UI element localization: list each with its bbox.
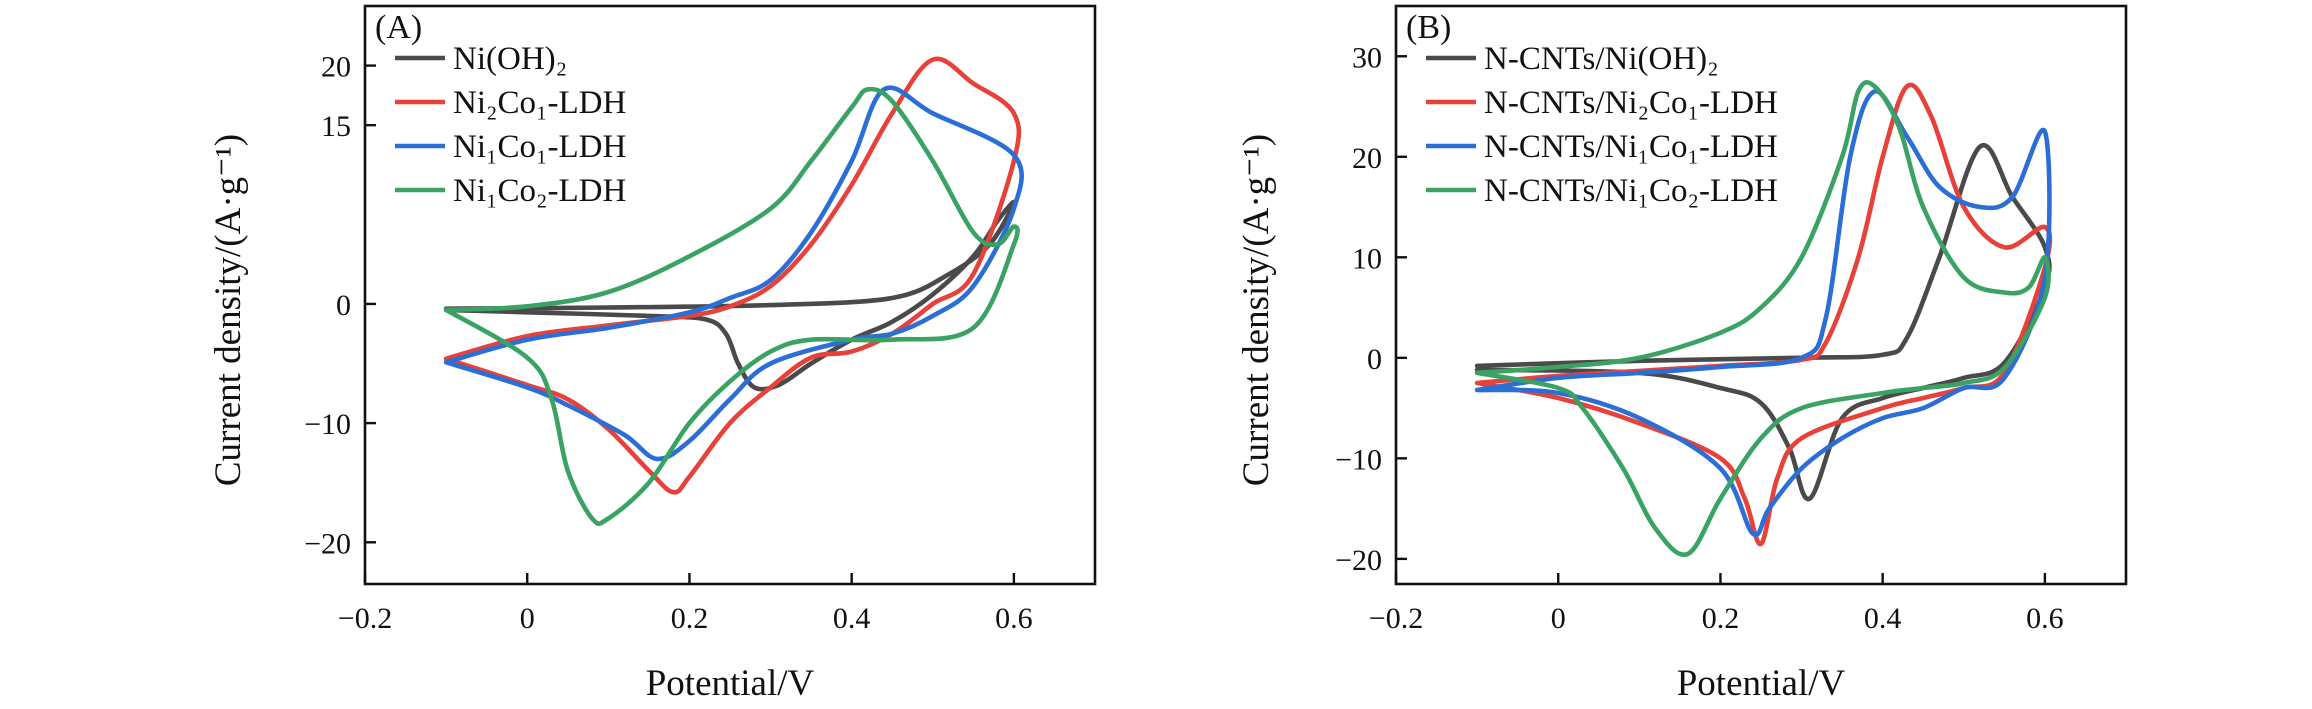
series-line-a-3 xyxy=(443,85,1024,462)
y-tick-label-a: −20 xyxy=(304,527,351,560)
panel-label-a: (A) xyxy=(375,9,422,46)
x-tick-label-b: 0 xyxy=(1551,602,1566,635)
legend-label-a-4: Ni₁Co₂-LDH xyxy=(453,173,626,209)
y-tick-label-b: −10 xyxy=(1335,443,1382,476)
y-tick-label-a: 15 xyxy=(321,110,351,143)
x-tick-label-b: 0.4 xyxy=(1864,602,1902,635)
y-tick-label-b: −20 xyxy=(1335,544,1382,577)
chart-panel-b: −0.2 0 0.2 0.4 0.6 −20 −10 0 10 20 30 Potential/V Cu… xyxy=(1236,4,2128,704)
y-tick-label-a: 20 xyxy=(321,51,351,84)
series-line-a-4 xyxy=(443,86,1020,526)
legend-label-b-1: N-CNTs/Ni(OH)₂ xyxy=(1484,41,1719,77)
y-tick-label-b: 30 xyxy=(1352,41,1382,74)
series-line-a-1 xyxy=(443,199,1017,392)
y-tick-label-a: 0 xyxy=(336,289,351,322)
x-tick-label-b: 0.6 xyxy=(2026,602,2064,635)
plot-frame-a xyxy=(363,4,1097,586)
y-axis-title-a: Current density/(A·g⁻¹) xyxy=(208,134,249,486)
x-tick-label-a: −0.2 xyxy=(338,602,392,635)
x-tick-label-b: −0.2 xyxy=(1369,602,1423,635)
y-tick-label-b: 20 xyxy=(1352,142,1382,175)
y-tick-label-a: −10 xyxy=(304,408,351,441)
x-tick-label-b: 0.2 xyxy=(1702,602,1740,635)
y-tick-label-b: 10 xyxy=(1352,242,1382,275)
legend-label-a-3: Ni₁Co₁-LDH xyxy=(453,129,626,165)
legend-label-b-4: N-CNTs/Ni₁Co₂-LDH xyxy=(1484,173,1778,209)
y-tick-label-b: 0 xyxy=(1367,343,1382,376)
x-tick-label-a: 0 xyxy=(520,602,535,635)
plot-frame-b xyxy=(1394,4,2128,586)
y-axis-title-b: Current density/(A·g⁻¹) xyxy=(1236,134,1277,486)
series-line-b-3 xyxy=(1474,89,2052,538)
legend-label-a-2: Ni₂Co₁-LDH xyxy=(453,85,626,121)
x-axis-title-b: Potential/V xyxy=(1677,663,1846,704)
legend-label-b-2: N-CNTs/Ni₂Co₁-LDH xyxy=(1484,85,1778,121)
x-axis-title-a: Potential/V xyxy=(646,663,815,704)
series-line-a-2 xyxy=(443,56,1022,495)
legend-label-a-1: Ni(OH)₂ xyxy=(453,41,567,77)
chart-panel-a: −0.2 0 0.2 0.4 0.6 −20 −10 0 15 20 Potential/V Curr… xyxy=(208,4,1097,704)
panel-label-b: (B) xyxy=(1406,9,1451,46)
series-line-b-4 xyxy=(1474,80,2051,558)
x-tick-label-a: 0.2 xyxy=(671,602,709,635)
x-tick-label-a: 0.6 xyxy=(995,602,1033,635)
legend-label-b-3: N-CNTs/Ni₁Co₁-LDH xyxy=(1484,129,1778,165)
x-tick-label-a: 0.4 xyxy=(833,602,871,635)
